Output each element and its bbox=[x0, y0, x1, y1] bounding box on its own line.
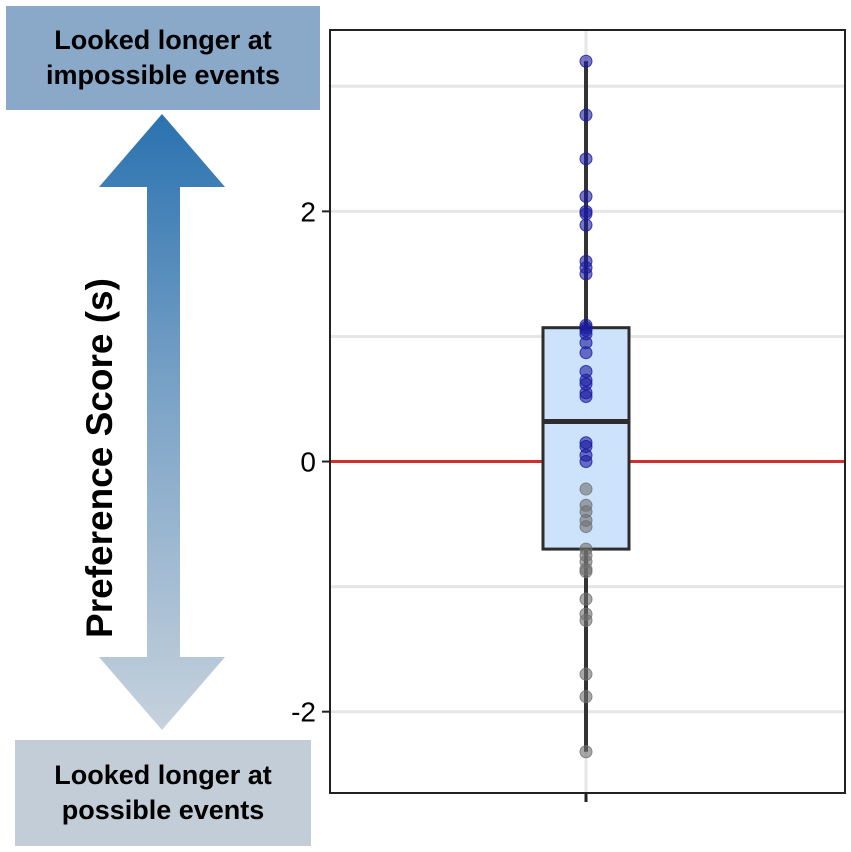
data-point bbox=[579, 54, 593, 68]
y-tick-label: 0 bbox=[300, 447, 316, 478]
data-point bbox=[579, 745, 593, 759]
data-point bbox=[579, 592, 593, 606]
data-point bbox=[579, 267, 593, 281]
data-point bbox=[579, 218, 593, 232]
data-point bbox=[579, 613, 593, 627]
data-point bbox=[579, 152, 593, 166]
data-point bbox=[579, 520, 593, 534]
data-point bbox=[579, 346, 593, 360]
data-point bbox=[579, 482, 593, 496]
data-point bbox=[579, 667, 593, 681]
y-tick-label: 2 bbox=[300, 196, 316, 227]
data-point bbox=[579, 108, 593, 122]
data-point bbox=[579, 455, 593, 469]
data-point bbox=[579, 207, 593, 221]
data-point bbox=[579, 389, 593, 403]
data-point bbox=[579, 565, 593, 579]
impossible-events-label: Looked longer at impossible events bbox=[6, 6, 320, 110]
data-point bbox=[579, 189, 593, 203]
y-tick-label: -2 bbox=[291, 697, 316, 728]
data-point bbox=[579, 690, 593, 704]
possible-events-label: Looked longer at possible events bbox=[15, 740, 311, 846]
double-arrow-icon bbox=[99, 114, 225, 730]
